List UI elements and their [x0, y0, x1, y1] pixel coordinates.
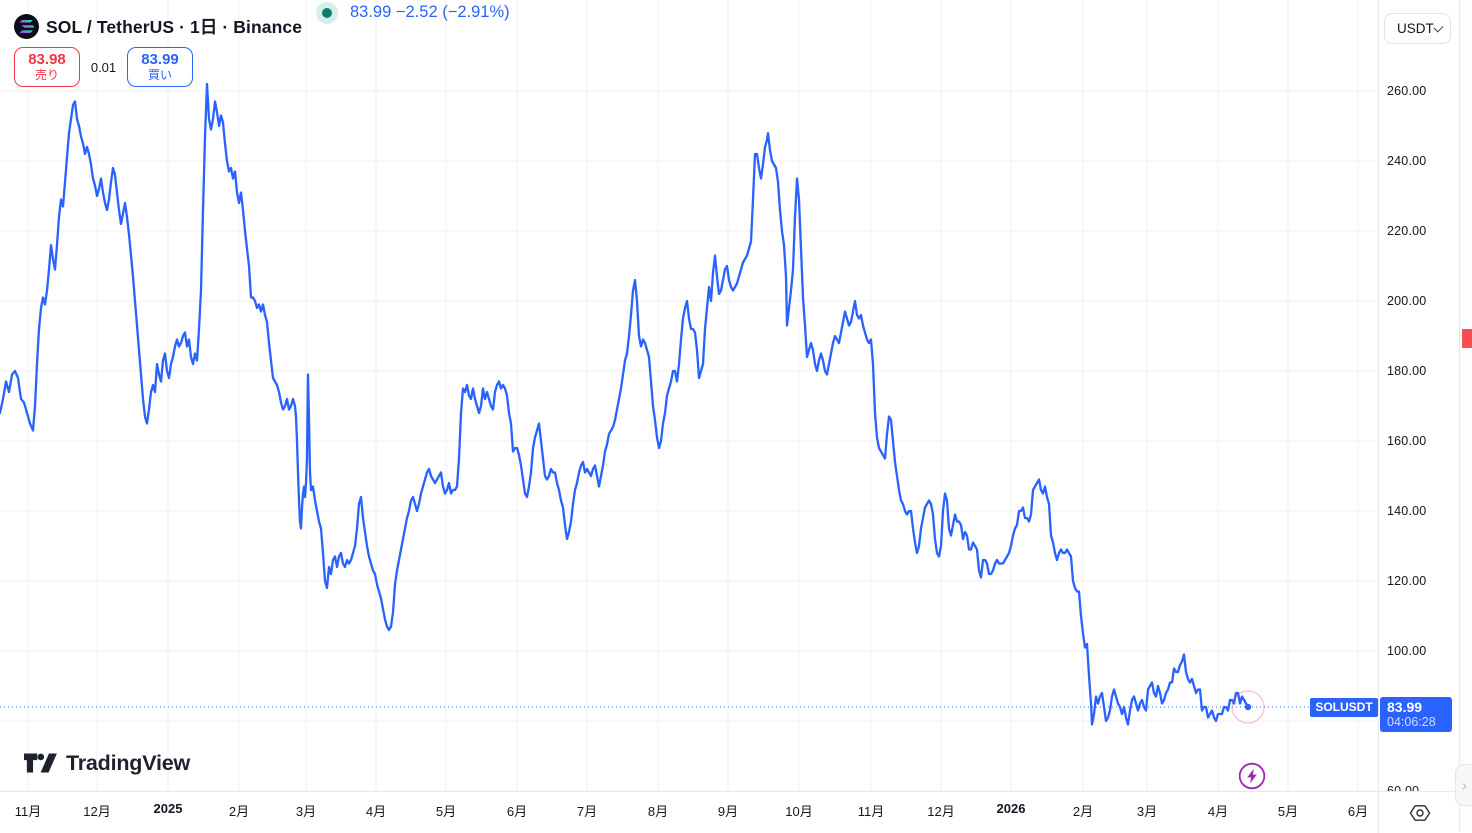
currency-label: USDT [1397, 21, 1434, 36]
time-tick-label: 10月 [785, 804, 813, 819]
price-tick-label: 100.00 [1387, 643, 1427, 658]
time-tick-label: 4月 [365, 804, 387, 819]
time-tick-label: 4月 [1207, 804, 1229, 819]
time-tick-label: 2月 [228, 804, 250, 819]
time-tick-label: 12月 [83, 804, 111, 819]
symbol-header: SOL / TetherUS · 1日 · Binance [14, 14, 302, 39]
price-line-chart[interactable] [0, 0, 1459, 791]
price-tick-label: 140.00 [1387, 503, 1427, 518]
time-tick-label: 8月 [647, 804, 669, 819]
time-tick-label: 2025 [153, 801, 183, 816]
scrollbar-gutter[interactable] [1459, 0, 1472, 832]
tradingview-watermark[interactable]: TradingView [24, 750, 190, 776]
sell-label: 売り [34, 67, 59, 82]
time-tick-label: 7月 [576, 804, 598, 819]
chevron-down-icon [1433, 22, 1444, 33]
time-tick-label: 11月 [857, 804, 885, 819]
price-scale-axis[interactable]: 260.00 240.00 220.00 200.00 180.00 160.00 140.… [1378, 0, 1460, 798]
price-tick-label: 200.00 [1387, 293, 1427, 308]
time-tick-label: 11月 [14, 804, 42, 819]
time-tick-label: 12月 [927, 804, 955, 819]
symbol-price-badge: SOLUSDT [1310, 697, 1378, 717]
last-price-value: 83.99 [1387, 699, 1423, 716]
time-scale-axis[interactable]: 11月 12月 2025 2月 3月 4月 5月 6月 7月 8月 9月 10月 11月 12月 2026 2… [0, 791, 1459, 833]
sell-button[interactable]: 83.98 売り [14, 47, 80, 87]
market-open-dot [322, 8, 332, 18]
time-tick-label: 9月 [717, 804, 739, 819]
sol-logo-icon [14, 14, 39, 39]
pane-collapse-tab[interactable]: › [1455, 764, 1472, 806]
price-tick-label: 180.00 [1387, 363, 1427, 378]
spread-value: 0.01 [90, 59, 117, 75]
time-tick-label: 5月 [1277, 804, 1299, 819]
price-tick-label: 160.00 [1387, 433, 1427, 448]
chevron-right-icon: › [1462, 777, 1467, 793]
bar-countdown: 04:06:28 [1387, 715, 1436, 730]
time-tick-label: 6月 [506, 804, 528, 819]
axis-settings-icon[interactable] [1408, 801, 1432, 825]
time-tick-label: 2026 [996, 801, 1026, 816]
buy-button[interactable]: 83.99 買い [127, 47, 193, 87]
currency-dropdown[interactable]: USDT [1384, 13, 1451, 44]
price-tick-label: 260.00 [1387, 83, 1427, 98]
boost-lightning-icon[interactable] [1237, 761, 1267, 796]
quote-change: 83.99 −2.52 (−2.91%) [350, 3, 510, 21]
symbol-title[interactable]: SOL / TetherUS · 1日 · Binance [46, 17, 303, 37]
time-tick-label: 5月 [435, 804, 457, 819]
order-panel: 83.98 売り 0.01 83.99 買い [14, 47, 193, 87]
buy-label: 買い [147, 67, 172, 82]
time-tick-label: 2月 [1072, 804, 1094, 819]
buy-price: 83.99 [141, 51, 179, 69]
tradingview-logo-icon [24, 753, 57, 773]
price-tick-label: 120.00 [1387, 573, 1427, 588]
price-tick-label: 220.00 [1387, 223, 1427, 238]
time-tick-label: 3月 [1136, 804, 1158, 819]
scroll-marker-red [1462, 329, 1472, 348]
time-tick-label: 6月 [1347, 804, 1369, 819]
price-tick-label: 240.00 [1387, 153, 1427, 168]
time-tick-label: 3月 [295, 804, 317, 819]
market-status-icon [316, 2, 338, 24]
axis-corner-cell [1378, 791, 1460, 833]
tradingview-logo-text: TradingView [66, 750, 191, 775]
sell-price: 83.98 [28, 51, 66, 69]
last-price-tag: 83.99 04:06:28 [1380, 697, 1452, 733]
